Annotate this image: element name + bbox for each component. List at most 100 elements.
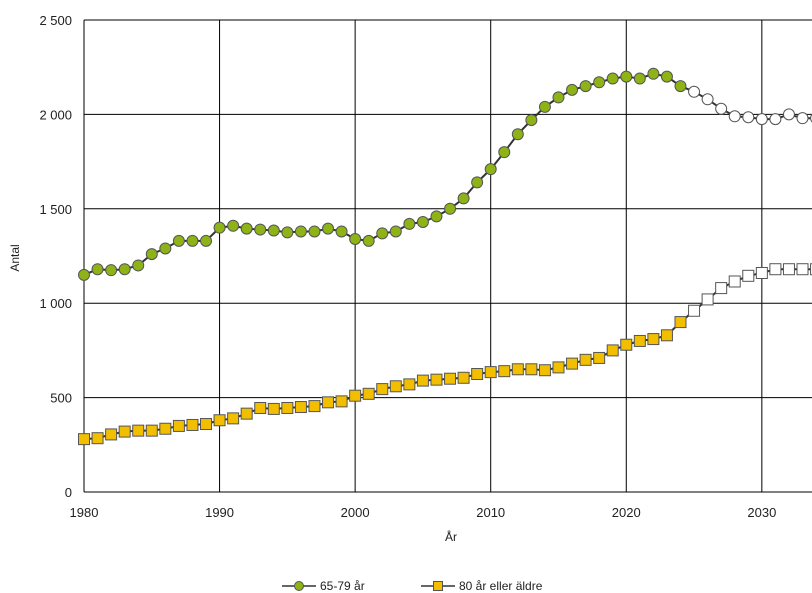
data-point bbox=[240, 407, 253, 420]
data-point bbox=[186, 234, 199, 247]
data-point bbox=[484, 163, 497, 176]
data-point bbox=[335, 395, 348, 408]
data-point bbox=[159, 422, 172, 435]
data-point bbox=[200, 234, 213, 247]
legend-marker-square bbox=[433, 581, 443, 591]
data-point bbox=[674, 316, 687, 329]
y-tick-label: 0 bbox=[65, 485, 72, 500]
data-point bbox=[715, 102, 728, 115]
data-point bbox=[471, 368, 484, 380]
data-point bbox=[769, 263, 782, 276]
data-point bbox=[796, 112, 809, 125]
data-point bbox=[403, 217, 416, 230]
data-point bbox=[810, 263, 812, 276]
data-point bbox=[349, 389, 362, 402]
data-point bbox=[416, 374, 429, 387]
data-point bbox=[430, 373, 443, 386]
data-point bbox=[538, 364, 551, 377]
data-point bbox=[294, 225, 307, 238]
data-point bbox=[688, 85, 701, 98]
data-point bbox=[172, 419, 185, 432]
data-point bbox=[132, 424, 145, 437]
data-point bbox=[593, 351, 606, 364]
data-point bbox=[186, 418, 199, 431]
data-point bbox=[322, 222, 335, 235]
data-point bbox=[769, 113, 782, 126]
data-point bbox=[281, 401, 294, 414]
data-point bbox=[796, 263, 809, 276]
data-point bbox=[335, 225, 348, 238]
data-point bbox=[620, 70, 633, 83]
data-point bbox=[742, 269, 755, 282]
data-point bbox=[701, 93, 714, 106]
legend-marker-circle bbox=[294, 581, 304, 591]
data-point bbox=[349, 233, 362, 246]
data-point bbox=[294, 401, 307, 414]
data-point bbox=[240, 222, 253, 235]
y-tick-label: 2 000 bbox=[39, 107, 72, 122]
data-point bbox=[566, 357, 579, 370]
data-point bbox=[362, 234, 375, 247]
data-point bbox=[159, 242, 172, 255]
data-point bbox=[755, 266, 768, 279]
x-tick-label: 2000 bbox=[341, 505, 370, 520]
x-tick-label: 2020 bbox=[612, 505, 641, 520]
x-axis-title: År bbox=[445, 529, 457, 544]
data-point bbox=[213, 221, 226, 234]
data-point bbox=[782, 263, 795, 276]
data-point bbox=[498, 365, 511, 378]
data-point bbox=[254, 223, 267, 236]
data-point bbox=[484, 366, 497, 379]
y-tick-label: 500 bbox=[50, 391, 72, 406]
data-point bbox=[105, 264, 118, 277]
data-point bbox=[78, 433, 90, 446]
data-point bbox=[552, 91, 565, 104]
data-point bbox=[389, 380, 402, 393]
legend-label: 65-79 år bbox=[320, 579, 365, 593]
data-point bbox=[91, 263, 104, 276]
data-point bbox=[105, 428, 118, 441]
data-point bbox=[172, 234, 185, 247]
data-point bbox=[213, 414, 226, 427]
data-point bbox=[647, 333, 660, 346]
data-point bbox=[511, 128, 524, 141]
data-point bbox=[254, 401, 267, 414]
data-point bbox=[267, 402, 280, 415]
data-point bbox=[444, 372, 457, 385]
data-point bbox=[227, 412, 240, 425]
data-point bbox=[227, 219, 240, 232]
data-point bbox=[403, 378, 416, 391]
data-point bbox=[742, 111, 755, 124]
y-axis-title: Antal bbox=[8, 244, 22, 271]
data-point bbox=[389, 225, 402, 238]
x-tick-label: 1980 bbox=[70, 505, 99, 520]
data-point bbox=[376, 383, 389, 396]
data-point bbox=[538, 100, 551, 113]
data-point bbox=[525, 114, 538, 127]
data-point bbox=[674, 80, 687, 93]
x-tick-label: 2010 bbox=[476, 505, 505, 520]
data-point bbox=[322, 396, 335, 409]
data-point bbox=[118, 425, 131, 438]
data-point bbox=[267, 224, 280, 237]
data-point bbox=[362, 387, 375, 400]
data-point bbox=[471, 176, 484, 189]
legend: 65-79 år 80 år eller äldre bbox=[282, 579, 543, 593]
data-point bbox=[498, 146, 511, 159]
y-axis-ticks: 0 500 1 000 1 500 2 000 2 500 bbox=[39, 13, 72, 500]
data-point bbox=[620, 338, 633, 351]
data-point bbox=[701, 293, 714, 306]
data-point bbox=[145, 248, 158, 261]
data-point bbox=[633, 72, 646, 85]
y-tick-label: 2 500 bbox=[39, 13, 72, 28]
data-point bbox=[660, 70, 673, 83]
data-point bbox=[118, 263, 131, 276]
data-point bbox=[728, 110, 741, 123]
data-point bbox=[579, 80, 592, 93]
data-point bbox=[566, 83, 579, 96]
data-point bbox=[145, 424, 158, 437]
x-tick-label: 2030 bbox=[747, 505, 776, 520]
data-point bbox=[91, 432, 104, 445]
data-point bbox=[782, 108, 795, 121]
data-point bbox=[511, 363, 524, 376]
